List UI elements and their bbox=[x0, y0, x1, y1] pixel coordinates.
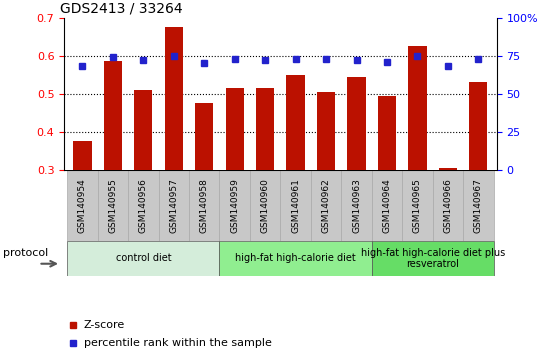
Text: GSM140966: GSM140966 bbox=[444, 178, 453, 233]
Bar bbox=[372, 170, 402, 241]
Bar bbox=[250, 170, 281, 241]
Bar bbox=[439, 168, 457, 170]
Text: GSM140960: GSM140960 bbox=[261, 178, 270, 233]
Bar bbox=[67, 170, 98, 241]
Bar bbox=[317, 92, 335, 170]
Bar bbox=[134, 90, 152, 170]
Text: GSM140956: GSM140956 bbox=[139, 178, 148, 233]
Text: GSM140957: GSM140957 bbox=[169, 178, 179, 233]
Bar bbox=[341, 170, 372, 241]
Bar bbox=[195, 103, 213, 170]
Bar bbox=[311, 170, 341, 241]
Text: GSM140964: GSM140964 bbox=[382, 178, 392, 233]
Text: GSM140963: GSM140963 bbox=[352, 178, 361, 233]
Bar bbox=[165, 27, 183, 170]
Text: Z-score: Z-score bbox=[84, 320, 125, 330]
Bar bbox=[432, 170, 463, 241]
Bar bbox=[348, 77, 365, 170]
Bar bbox=[256, 88, 275, 170]
Bar bbox=[408, 46, 426, 170]
Text: high-fat high-calorie diet plus
resveratrol: high-fat high-calorie diet plus resverat… bbox=[360, 247, 505, 269]
Bar bbox=[189, 170, 219, 241]
Bar bbox=[73, 141, 92, 170]
Bar bbox=[219, 170, 250, 241]
Text: high-fat high-calorie diet: high-fat high-calorie diet bbox=[235, 253, 356, 263]
Bar bbox=[280, 170, 311, 241]
Bar bbox=[286, 75, 305, 170]
Text: GSM140955: GSM140955 bbox=[108, 178, 117, 233]
Bar bbox=[402, 170, 432, 241]
Text: GSM140959: GSM140959 bbox=[230, 178, 239, 233]
Text: GSM140967: GSM140967 bbox=[474, 178, 483, 233]
Text: GSM140958: GSM140958 bbox=[200, 178, 209, 233]
Bar bbox=[219, 241, 372, 276]
Text: GSM140965: GSM140965 bbox=[413, 178, 422, 233]
Bar bbox=[469, 82, 488, 170]
Text: control diet: control diet bbox=[116, 253, 171, 263]
Bar bbox=[104, 62, 122, 170]
Bar bbox=[158, 170, 189, 241]
Text: GDS2413 / 33264: GDS2413 / 33264 bbox=[60, 1, 182, 15]
Text: GSM140954: GSM140954 bbox=[78, 178, 87, 233]
Text: protocol: protocol bbox=[3, 248, 49, 258]
Text: GSM140961: GSM140961 bbox=[291, 178, 300, 233]
Bar bbox=[67, 241, 219, 276]
Bar bbox=[98, 170, 128, 241]
Bar bbox=[128, 170, 158, 241]
Bar bbox=[225, 88, 244, 170]
Bar bbox=[372, 241, 494, 276]
Text: percentile rank within the sample: percentile rank within the sample bbox=[84, 338, 272, 348]
Text: GSM140962: GSM140962 bbox=[321, 178, 330, 233]
Bar bbox=[463, 170, 494, 241]
Bar bbox=[378, 96, 396, 170]
